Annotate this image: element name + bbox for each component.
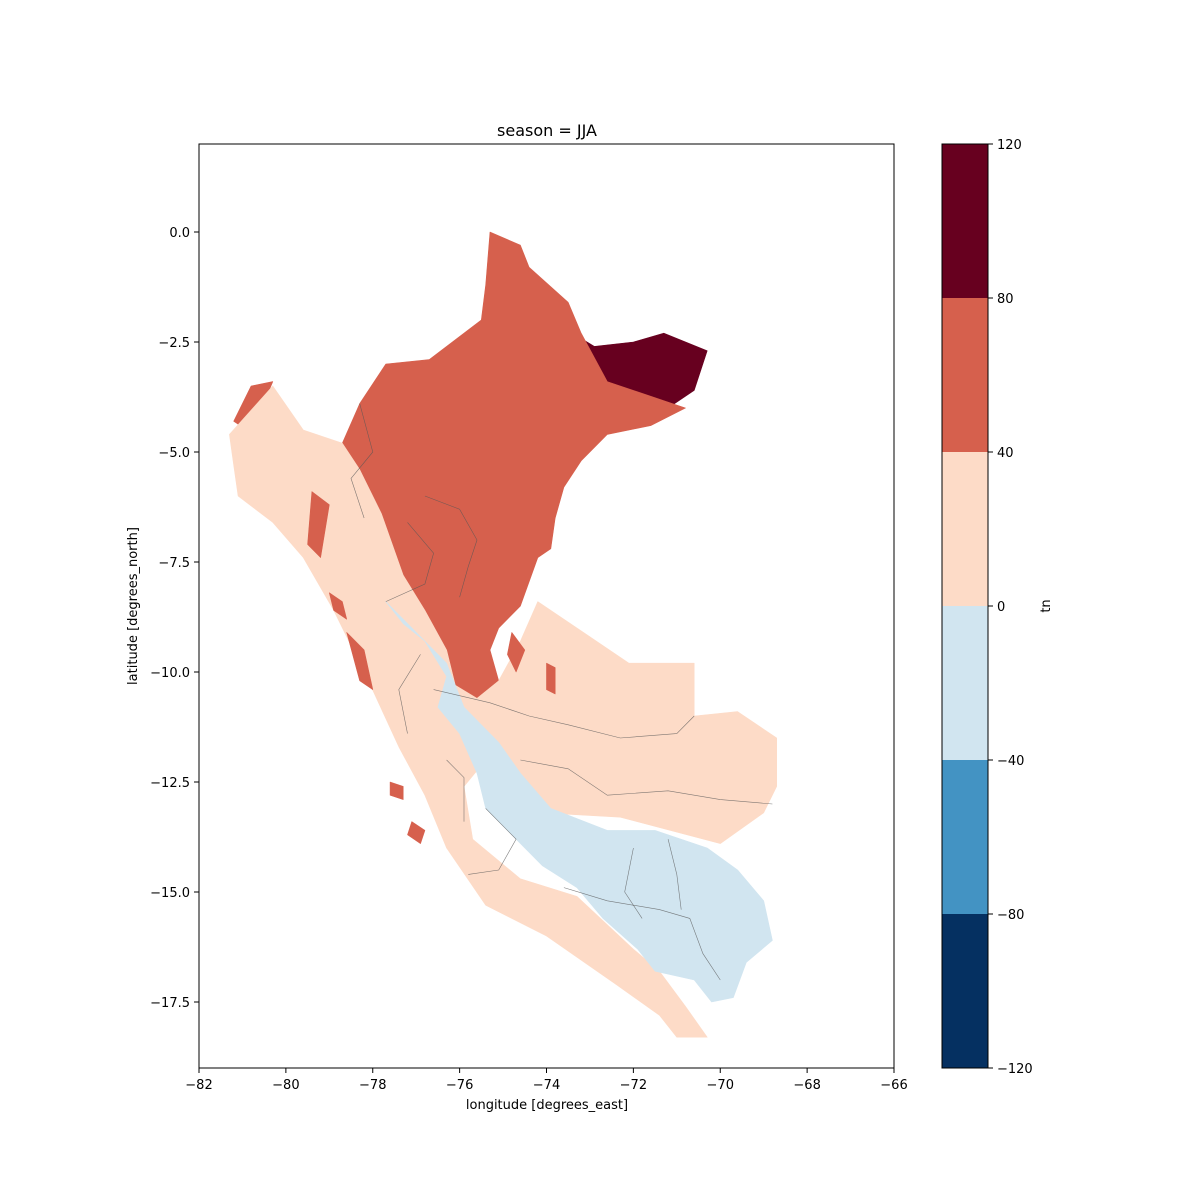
x-tick-label: −68 <box>793 1078 820 1093</box>
region-2 <box>341 231 686 699</box>
admin-boundary-5 <box>468 808 517 875</box>
admin-boundary-9 <box>398 654 421 734</box>
colorbar-tick-label: −120 <box>997 1062 1033 1077</box>
colorbar-ticks: −120 −80 −40 0 40 80 120 <box>988 138 1033 1077</box>
admin-boundary-7 <box>624 847 643 919</box>
region-10 <box>407 821 426 844</box>
colorbar-tick-label: −80 <box>997 908 1024 923</box>
y-axis-label: latitude [degrees_north] <box>126 527 141 685</box>
colorbar-tick-label: 80 <box>997 292 1014 307</box>
colorbar-segment-3 <box>942 452 988 606</box>
colorbar-segment-0 <box>942 914 988 1068</box>
map-title: season = JJA <box>497 121 597 140</box>
x-tick-label: −82 <box>185 1078 212 1093</box>
colorbar-label: tn <box>1039 599 1054 612</box>
colorbar-segments <box>942 144 988 1068</box>
x-tick-label: −72 <box>620 1078 647 1093</box>
x-tick-label: −80 <box>272 1078 299 1093</box>
x-tick-label: −76 <box>446 1078 473 1093</box>
x-tick-label: −78 <box>359 1078 386 1093</box>
x-tick-label: −70 <box>707 1078 734 1093</box>
admin-boundary-1 <box>424 495 478 598</box>
colorbar-segment-1 <box>942 760 988 914</box>
y-tick-label: −17.5 <box>150 996 190 1011</box>
region-5 <box>385 601 773 1003</box>
y-tick-label: −2.5 <box>158 336 190 351</box>
x-tick-label: −74 <box>533 1078 560 1093</box>
admin-boundary-10 <box>446 759 465 822</box>
colorbar-segment-5 <box>942 144 988 298</box>
y-tick-label: −7.5 <box>158 556 190 571</box>
region-12 <box>546 662 556 695</box>
colorbar: −120 −80 −40 0 40 80 120 tn <box>941 138 1054 1077</box>
y-tick-label: −5.0 <box>158 446 190 461</box>
region-layer <box>229 231 778 1038</box>
x-axis-label: longitude [degrees_east] <box>466 1098 628 1113</box>
region-9 <box>389 781 404 800</box>
y-axis: 0.0 −2.5 −5.0 −7.5 −10.0 −12.5 −15.0 −17.5 <box>150 226 199 1011</box>
region-11 <box>507 632 526 673</box>
colorbar-tick-label: 0 <box>997 600 1005 615</box>
colorbar-segment-2 <box>942 606 988 760</box>
region-8 <box>328 592 348 620</box>
admin-boundary-4 <box>520 759 773 805</box>
x-tick-label: −66 <box>880 1078 907 1093</box>
admin-boundary-3 <box>433 689 695 739</box>
colorbar-tick-label: 120 <box>997 138 1022 153</box>
region-7 <box>346 632 374 690</box>
admin-boundary-6 <box>563 887 721 981</box>
y-tick-label: 0.0 <box>169 226 190 241</box>
y-tick-label: −15.0 <box>150 886 190 901</box>
admin-boundary-8 <box>667 839 682 910</box>
y-tick-label: −12.5 <box>150 776 190 791</box>
border-layer <box>350 403 773 981</box>
admin-boundary-0 <box>350 403 374 519</box>
plot-area <box>198 143 895 1069</box>
colorbar-tick-label: −40 <box>997 754 1024 769</box>
colorbar-segment-4 <box>942 298 988 452</box>
region-6 <box>307 491 330 558</box>
colorbar-tick-label: 40 <box>997 446 1014 461</box>
x-axis: −82 −80 −78 −76 −74 −72 −70 −68 −66 <box>185 1068 908 1093</box>
admin-boundary-2 <box>385 522 434 602</box>
y-tick-label: −10.0 <box>150 666 190 681</box>
